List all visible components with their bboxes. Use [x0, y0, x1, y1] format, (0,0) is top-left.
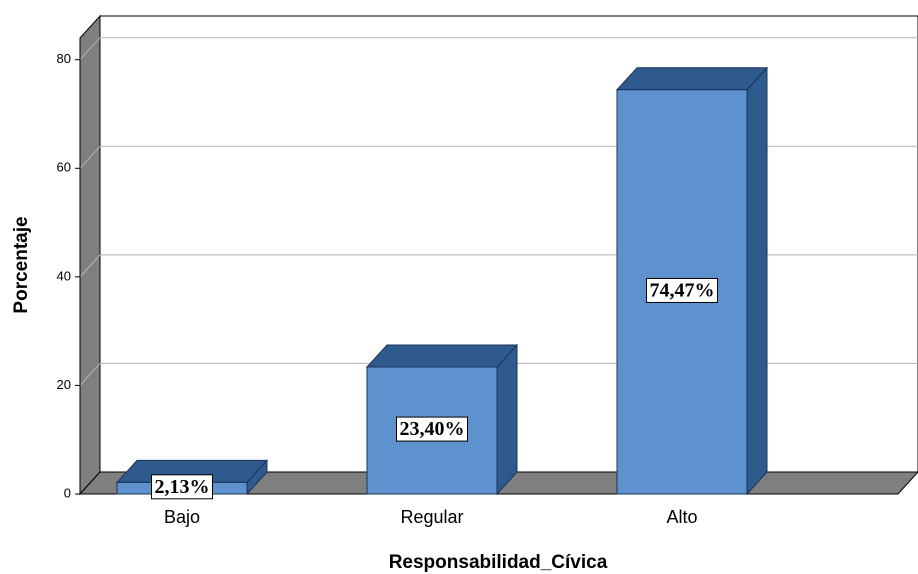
y-tick-label: 60 — [57, 160, 71, 175]
left-wall — [79, 14, 101, 496]
value-label-box — [396, 416, 468, 442]
grid-line — [79, 363, 101, 386]
value-label: 2,13% — [151, 474, 213, 500]
bar-top — [615, 67, 769, 91]
value-label-box — [646, 277, 718, 303]
y-tick-label: 80 — [57, 51, 71, 66]
x-axis-title: Responsabilidad_Cívica — [389, 552, 608, 573]
bar-side — [746, 66, 768, 496]
value-label-box — [151, 474, 213, 500]
y-axis-title: Porcentaje — [11, 216, 32, 313]
value-label: 23,40% — [396, 416, 468, 442]
value-label-text: 74,47% — [650, 279, 715, 301]
x-tick-label: Regular — [400, 507, 463, 527]
x-tick-label: Alto — [666, 507, 697, 527]
x-tick-label: Bajo — [164, 507, 200, 527]
grid-line — [79, 37, 101, 61]
bar-top — [365, 344, 519, 368]
value-label: 74,47% — [646, 277, 718, 303]
grid-line — [79, 145, 101, 169]
grid-line — [79, 254, 101, 278]
y-tick-label: 20 — [57, 377, 71, 392]
value-label-text: 2,13% — [155, 476, 210, 498]
value-label-text: 23,40% — [400, 418, 465, 440]
bar-side — [496, 343, 518, 496]
y-tick-label: 0 — [64, 485, 71, 500]
y-tick-label: 40 — [57, 268, 71, 283]
